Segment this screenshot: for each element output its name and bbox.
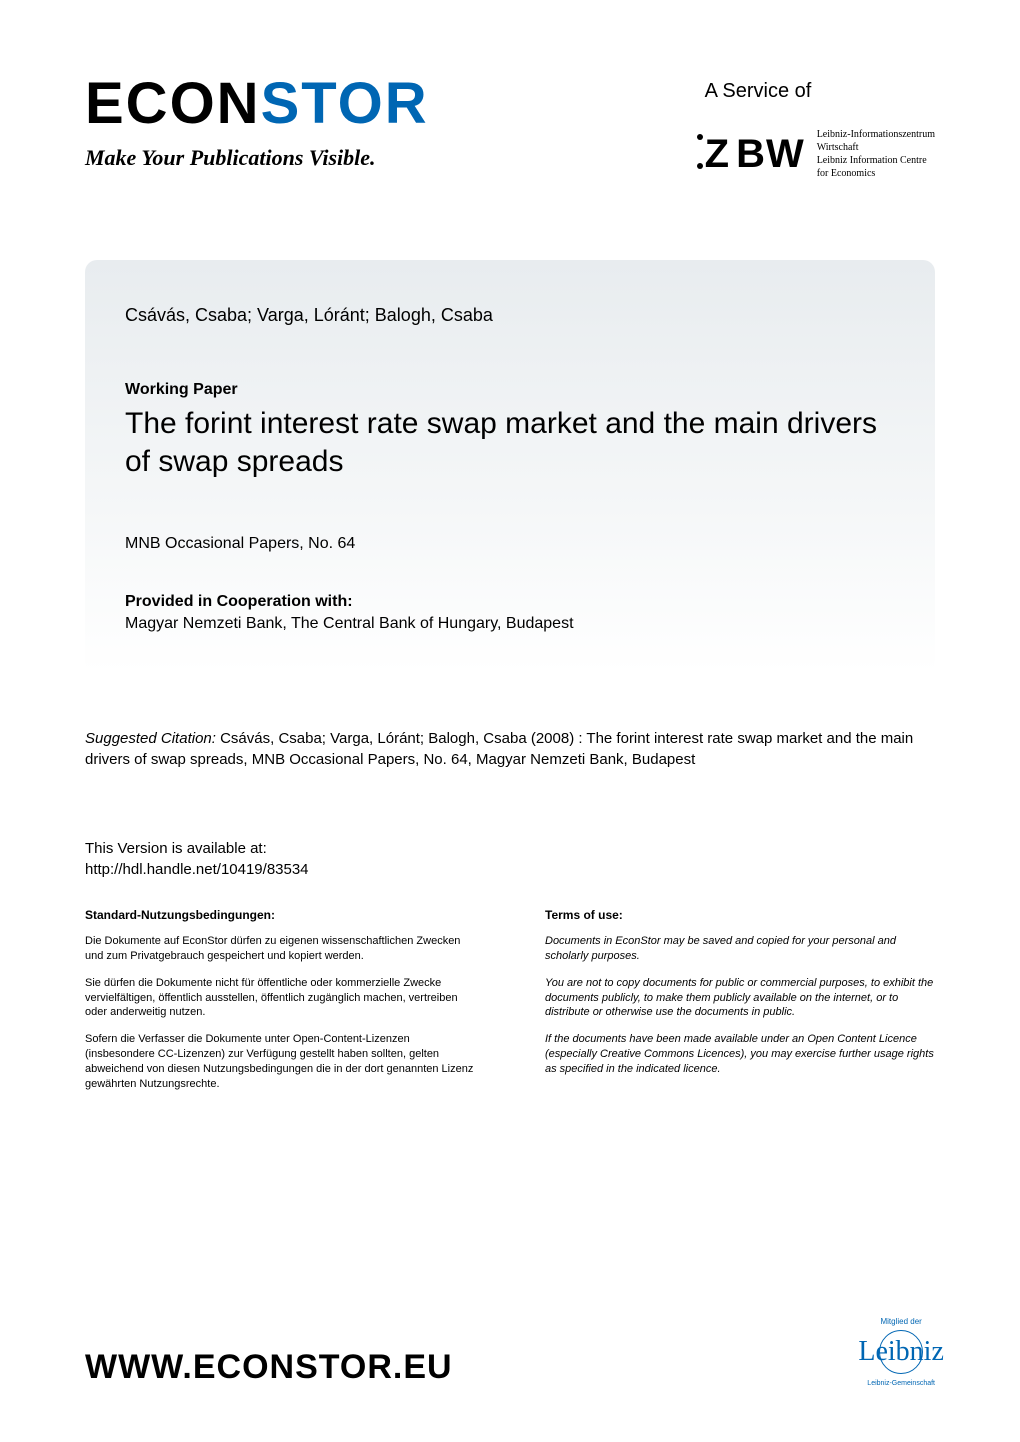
leibniz-circle-icon: Leibniz	[879, 1330, 923, 1374]
leibniz-badge: Mitglied der Leibniz Leibniz-Gemeinschaf…	[867, 1317, 935, 1387]
authors: Csávás, Csaba; Varga, Lóránt; Balogh, Cs…	[125, 305, 895, 326]
availability-label: This Version is available at:	[85, 840, 935, 857]
working-paper-label: Working Paper	[125, 381, 895, 399]
leibniz-sub: Leibniz-Gemeinschaft	[867, 1380, 935, 1387]
logo-part1: ECON	[85, 71, 261, 136]
terms-de-p3: Sofern die Verfasser die Dokumente unter…	[85, 1032, 475, 1091]
citation-prefix: Suggested Citation:	[85, 730, 220, 747]
citation-block: Suggested Citation: Csávás, Csaba; Varga…	[85, 728, 935, 770]
footer-row: WWW.ECONSTOR.EU Mitglied der Leibniz Lei…	[85, 1317, 935, 1387]
citation: Suggested Citation: Csávás, Csaba; Varga…	[85, 728, 935, 770]
logo-part2: STOR	[261, 71, 429, 136]
availability-block: This Version is available at: http://hdl…	[85, 840, 935, 878]
tagline: Make Your Publications Visible.	[85, 145, 429, 171]
terms-en-p1: Documents in EconStor may be saved and c…	[545, 934, 935, 964]
zbw-text: BW	[736, 132, 805, 177]
zbw-line1: Leibniz-Informationszentrum	[817, 128, 935, 141]
service-label: A Service of	[705, 80, 812, 103]
terms-row: Standard-Nutzungsbedingungen: Die Dokume…	[85, 908, 935, 1104]
zbw-dots-z: Z	[705, 132, 730, 177]
leibniz-script: Leibniz	[858, 1341, 944, 1363]
terms-heading-en: Terms of use:	[545, 908, 935, 922]
cooperation-body: Magyar Nemzeti Bank, The Central Bank of…	[125, 615, 895, 633]
econstor-logo-block: ECONSTOR Make Your Publications Visible.	[85, 70, 429, 171]
terms-german: Standard-Nutzungsbedingungen: Die Dokume…	[85, 908, 475, 1104]
leibniz-top: Mitglied der	[880, 1317, 921, 1326]
zbw-subtitle: Leibniz-Informationszentrum Wirtschaft L…	[817, 128, 935, 180]
zbw-line3: Leibniz Information Centre	[817, 154, 935, 167]
zbw-logo: ZBW	[705, 132, 805, 177]
terms-en-p2: You are not to copy documents for public…	[545, 976, 935, 1021]
econstor-logo: ECONSTOR	[85, 70, 429, 137]
terms-de-p1: Die Dokumente auf EconStor dürfen zu eig…	[85, 934, 475, 964]
paper-title: The forint interest rate swap market and…	[125, 405, 895, 480]
page-header: ECONSTOR Make Your Publications Visible.…	[0, 0, 1020, 210]
terms-en-p3: If the documents have been made availabl…	[545, 1032, 935, 1077]
footer-url: WWW.ECONSTOR.EU	[85, 1348, 453, 1387]
terms-english: Terms of use: Documents in EconStor may …	[545, 908, 935, 1104]
series: MNB Occasional Papers, No. 64	[125, 535, 895, 553]
availability-url: http://hdl.handle.net/10419/83534	[85, 861, 935, 878]
cooperation-label: Provided in Cooperation with:	[125, 593, 895, 611]
zbw-row: ZBW Leibniz-Informationszentrum Wirtscha…	[705, 128, 935, 180]
terms-heading-de: Standard-Nutzungsbedingungen:	[85, 908, 475, 922]
service-block: A Service of ZBW Leibniz-Informationszen…	[705, 70, 935, 180]
terms-de-p2: Sie dürfen die Dokumente nicht für öffen…	[85, 976, 475, 1021]
info-card: Csávás, Csaba; Varga, Lóránt; Balogh, Cs…	[85, 260, 935, 673]
zbw-line2: Wirtschaft	[817, 141, 935, 154]
zbw-line4: for Economics	[817, 167, 935, 180]
